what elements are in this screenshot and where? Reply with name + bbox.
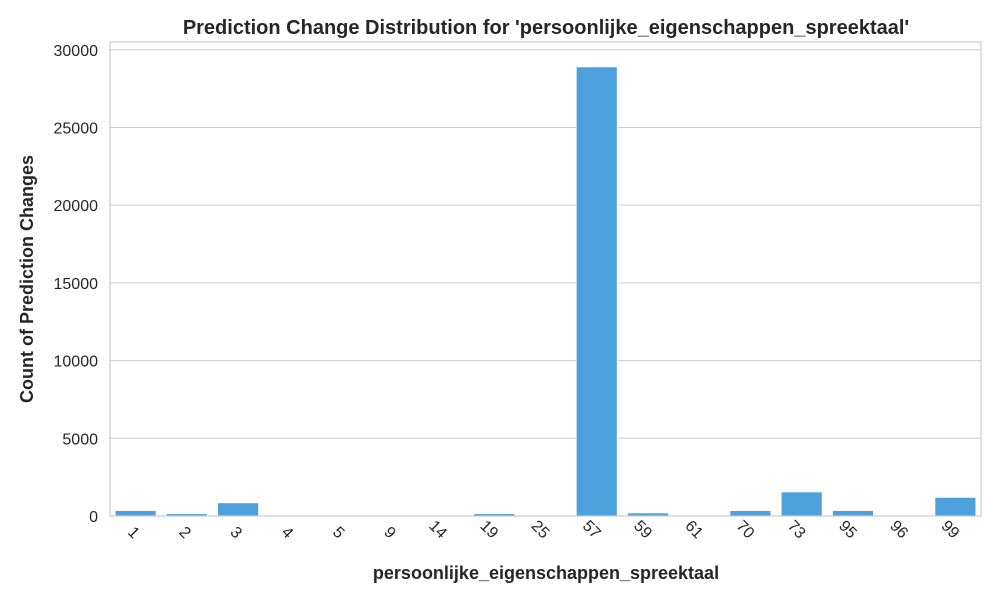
bar-95 <box>832 510 874 517</box>
x-tick-label: 61 <box>681 518 706 543</box>
plot-frame <box>109 41 982 517</box>
x-tick-label: 9 <box>380 524 398 542</box>
x-tick-label: 96 <box>886 518 911 543</box>
x-tick-label: 73 <box>784 518 809 543</box>
grid-lines <box>110 49 981 517</box>
x-tick-label: 57 <box>579 518 604 543</box>
bars <box>114 66 977 517</box>
x-tick-label: 25 <box>528 518 553 543</box>
y-tick-label: 20000 <box>54 198 99 215</box>
chart-title: Prediction Change Distribution for 'pers… <box>183 17 909 39</box>
y-tick-label: 5000 <box>62 431 98 448</box>
bar-70 <box>729 510 772 517</box>
y-tick-label: 10000 <box>54 354 99 371</box>
x-tick-label: 19 <box>476 518 501 543</box>
y-tick-label: 30000 <box>54 43 99 60</box>
y-tick-label: 0 <box>89 509 98 526</box>
y-tick-labels: 0 5000 10000 15000 20000 25000 30000 <box>54 43 99 526</box>
y-tick-label: 25000 <box>54 120 99 137</box>
x-tick-label: 3 <box>227 524 245 542</box>
y-axis-label: Count of Prediction Changes <box>17 155 37 403</box>
x-tick-label: 1 <box>124 524 142 542</box>
bar-99 <box>934 496 977 517</box>
x-tick-labels: 1 2 3 4 5 9 14 19 25 57 59 61 70 73 95 96 99 <box>124 518 962 543</box>
bar-73 <box>780 491 823 517</box>
x-axis-label: persoonlijke_eigenschappen_spreektaal <box>373 563 719 583</box>
y-tick-label: 15000 <box>54 276 99 293</box>
bar-57 <box>575 66 618 517</box>
x-tick-label: 95 <box>835 518 860 543</box>
x-tick-label: 2 <box>175 524 193 542</box>
x-tick-label: 5 <box>329 524 347 542</box>
x-tick-label: 70 <box>733 518 758 543</box>
bar-1 <box>114 510 157 517</box>
x-tick-label: 4 <box>278 524 296 542</box>
x-tick-label: 59 <box>630 518 655 543</box>
x-tick-label: 14 <box>425 518 450 543</box>
x-tick-label: 99 <box>938 518 963 543</box>
bar-3 <box>217 502 259 517</box>
